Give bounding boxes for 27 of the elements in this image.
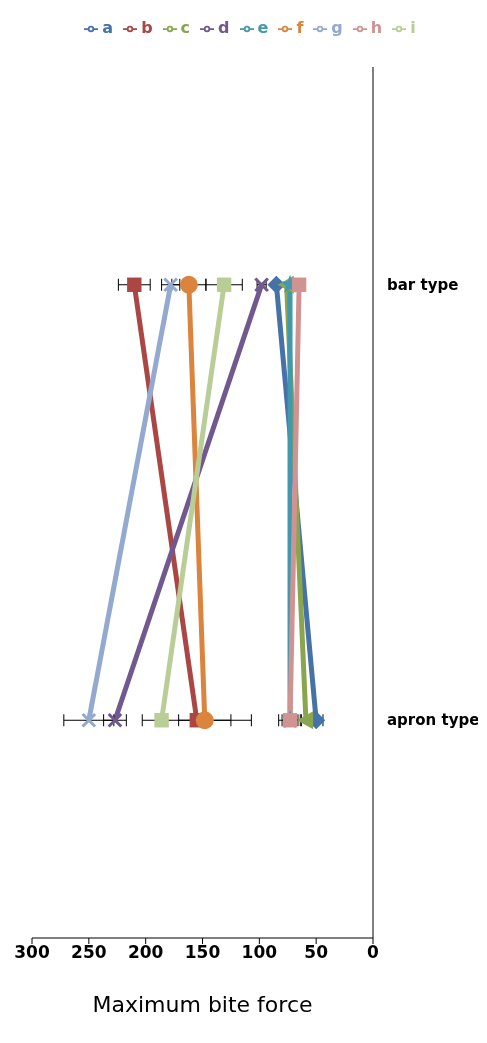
legend-label: d xyxy=(218,18,230,37)
point xyxy=(179,275,198,294)
x-tick-label: 50 xyxy=(304,942,329,963)
legend-label: h xyxy=(370,18,383,37)
x-tick-label: 250 xyxy=(71,942,107,963)
legend-label: g xyxy=(331,18,343,37)
point xyxy=(81,712,97,729)
legend-label: c xyxy=(180,18,191,37)
point xyxy=(107,712,123,729)
legend-label: a xyxy=(102,18,114,37)
legend-label: e xyxy=(257,18,269,37)
legend-label: f xyxy=(296,18,304,37)
legend-label: i xyxy=(410,18,416,37)
x-tick-label: 300 xyxy=(14,942,50,963)
x-tick-label: 200 xyxy=(127,942,164,963)
point xyxy=(127,277,142,292)
legend-label: b xyxy=(141,18,153,37)
x-tick-label: 100 xyxy=(241,942,278,963)
point xyxy=(195,711,214,730)
x-axis-title: Maximum bite force xyxy=(92,992,313,1017)
y-tick-label: bar type xyxy=(387,275,459,294)
x-tick-label: 150 xyxy=(184,942,221,963)
point xyxy=(291,277,307,292)
y-tick-label: apron type xyxy=(387,711,480,730)
x-tick-label: 0 xyxy=(367,942,380,963)
point xyxy=(216,277,232,292)
point xyxy=(154,713,169,728)
